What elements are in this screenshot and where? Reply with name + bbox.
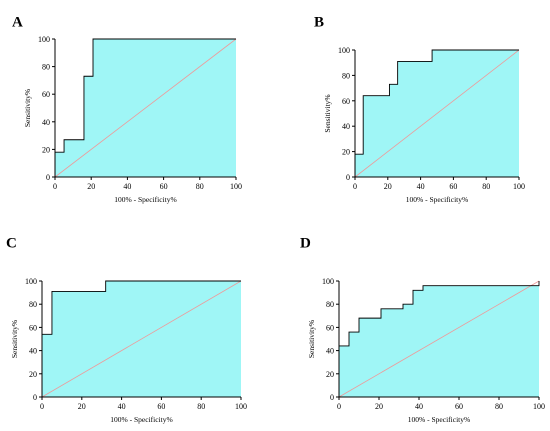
panel-letter-a: A: [12, 15, 23, 31]
y-tick-label-a: 20: [42, 145, 50, 154]
x-tick-label-d: 60: [455, 402, 463, 411]
y-tick-label-c: 20: [29, 370, 37, 379]
x-tick-label-d: 100: [533, 402, 545, 411]
panel-a: A 0 20 40 60 80 100 0 20 40 60 80 100 100% - Specific…: [12, 15, 242, 204]
y-tick-label-b: 60: [342, 97, 350, 106]
panel-letter-d: D: [300, 236, 311, 252]
roc-curve-a: [54, 38, 236, 177]
y-tick-label-d: 20: [326, 370, 334, 379]
x-axis-label-b: 100% - Specificity%: [406, 195, 468, 204]
y-tick-label-d: 0: [330, 393, 334, 402]
x-tick-label-a: 0: [53, 182, 57, 191]
x-tick-label-a: 100: [230, 182, 242, 191]
y-tick-label-a: 100: [38, 35, 50, 44]
x-tick-label-b: 40: [417, 182, 425, 191]
x-tick-label-d: 20: [375, 402, 383, 411]
panel-c: C 0 20 40 60 80 100 0 20 40 60 80 100 100% - Specific…: [6, 236, 247, 424]
reference-diagonal-b: [354, 49, 520, 178]
x-tick-label-c: 80: [197, 402, 205, 411]
y-tick-label-a: 60: [42, 90, 50, 99]
panel-d: D 0 20 40 60 80 100 0 20 40 60 80 100 100% - Specific…: [300, 236, 545, 424]
y-axis-label-b: Sensitivity%: [323, 94, 332, 132]
y-tick-label-c: 100: [25, 277, 37, 286]
x-tick-label-b: 20: [384, 182, 392, 191]
x-tick-label-a: 20: [87, 182, 95, 191]
x-axis-label-a: 100% - Specificity%: [114, 195, 176, 204]
x-axis-label-c: 100% - Specificity%: [110, 415, 172, 424]
x-tick-label-c: 100: [235, 402, 247, 411]
y-axis-label-a: Sensitivity%: [23, 89, 32, 127]
x-tick-label-c: 60: [157, 402, 165, 411]
y-tick-label-b: 0: [346, 173, 350, 182]
reference-diagonal-d: [338, 280, 540, 398]
x-tick-label-c: 20: [78, 402, 86, 411]
y-tick-label-d: 40: [326, 347, 334, 356]
roc-curve-d: [338, 281, 540, 397]
x-tick-label-d: 80: [495, 402, 503, 411]
x-tick-label-b: 100: [513, 182, 525, 191]
y-axis-label-c: Sensitivity%: [10, 320, 19, 358]
x-axis-label-d: 100% - Specificity%: [408, 415, 470, 424]
x-tick-label-a: 60: [160, 182, 168, 191]
roc-curve-b: [354, 49, 519, 177]
y-tick-label-d: 80: [326, 300, 334, 309]
y-tick-label-c: 60: [29, 323, 37, 332]
panel-letter-c: C: [6, 236, 17, 252]
x-tick-label-a: 80: [196, 182, 204, 191]
x-tick-label-d: 40: [415, 402, 423, 411]
y-axis-label-d: Sensitivity%: [307, 320, 316, 358]
y-tick-label-b: 40: [342, 122, 350, 131]
y-tick-label-b: 20: [342, 148, 350, 157]
reference-diagonal-a: [54, 38, 237, 178]
x-tick-label-c: 40: [118, 402, 126, 411]
x-tick-label-c: 0: [40, 402, 44, 411]
reference-diagonal-c: [41, 280, 242, 398]
panel-letter-b: B: [314, 15, 324, 31]
y-tick-label-a: 80: [42, 63, 50, 72]
y-tick-label-a: 40: [42, 118, 50, 127]
y-tick-label-d: 100: [322, 277, 334, 286]
panel-b: B 0 20 40 60 80 100 0 20 40 60 80 100 100% - Specific…: [314, 15, 525, 204]
x-tick-label-a: 40: [123, 182, 131, 191]
y-tick-label-b: 100: [338, 46, 350, 55]
y-tick-label-d: 60: [326, 323, 334, 332]
x-tick-label-b: 80: [482, 182, 490, 191]
x-tick-label-b: 0: [353, 182, 357, 191]
y-tick-label-c: 0: [33, 393, 37, 402]
x-tick-label-b: 60: [449, 182, 457, 191]
x-tick-label-d: 0: [337, 402, 341, 411]
y-tick-label-c: 40: [29, 347, 37, 356]
y-tick-label-a: 0: [46, 173, 50, 182]
y-tick-label-b: 80: [342, 71, 350, 80]
y-tick-label-c: 80: [29, 300, 37, 309]
